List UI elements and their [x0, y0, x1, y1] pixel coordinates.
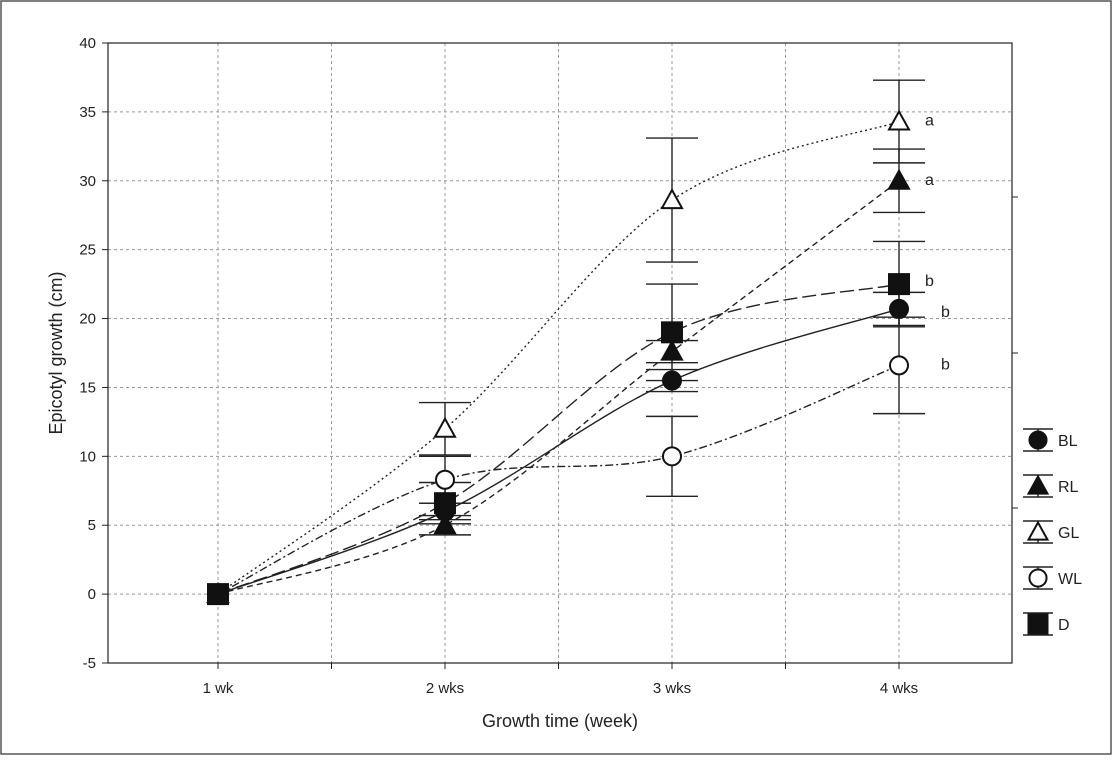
data-point-gl: [660, 188, 684, 210]
data-point-rl: [660, 339, 684, 361]
legend-marker-wl: [1028, 568, 1048, 588]
legend-marker-gl: [1026, 520, 1050, 541]
significance-label: b: [925, 273, 934, 290]
data-point-d: [888, 273, 910, 296]
x-tick-label: 2 wks: [426, 680, 464, 697]
legend-item-rl: RL: [1023, 474, 1079, 498]
y-axis-title: Epicotyl growth (cm): [46, 271, 66, 434]
y-tick-label: 25: [79, 242, 96, 259]
legend-label: D: [1058, 617, 1070, 634]
data-point-d: [661, 321, 683, 344]
y-tick-label: 40: [79, 35, 96, 52]
legend-item-d: D: [1023, 612, 1070, 636]
grid: [108, 43, 1012, 663]
y-tick-label: 10: [79, 448, 96, 465]
y-tick-label: -5: [83, 655, 96, 672]
series-line-d: [217, 283, 900, 595]
axis-ticks: -5 0 5 10 15 20 25 30 35 40 1 wk 2 wks 3 wks 4 wks: [79, 35, 1018, 697]
x-tick-label: 4 wks: [880, 680, 918, 697]
significance-label: b: [941, 304, 950, 321]
data-point-d: [207, 583, 229, 606]
data-point-wl: [435, 469, 455, 490]
series-line-gl: [217, 120, 900, 595]
y-tick-label: 20: [79, 311, 96, 328]
legend-marker-d: [1027, 613, 1049, 635]
legend-label: BL: [1058, 433, 1078, 450]
significance-label: a: [925, 172, 934, 189]
series-line-wl: [217, 364, 900, 595]
series-line-bl: [217, 308, 900, 595]
significance-label: b: [941, 356, 950, 373]
legend-label: WL: [1058, 571, 1082, 588]
data-point-gl: [887, 109, 911, 131]
series-line-rl: [217, 180, 900, 595]
legend-marker-bl: [1028, 430, 1048, 450]
x-tick-label: 1 wk: [203, 680, 234, 697]
data-point-rl: [433, 513, 457, 535]
data-point-bl: [662, 370, 682, 391]
x-axis-title: Growth time (week): [482, 711, 638, 731]
legend-item-wl: WL: [1023, 566, 1082, 590]
legend-item-bl: BL: [1023, 428, 1078, 452]
y-tick-label: 35: [79, 104, 96, 121]
legend-item-gl: GL: [1023, 520, 1079, 544]
legend-marker-rl: [1026, 474, 1050, 495]
data-point-rl: [887, 168, 911, 190]
series: [206, 79, 925, 606]
data-point-wl: [889, 355, 909, 376]
data-point-bl: [889, 298, 909, 319]
x-tick-label: 3 wks: [653, 680, 691, 697]
legend: BL RL GL WL D: [1023, 428, 1082, 636]
y-tick-label: 15: [79, 379, 96, 396]
significance-label: a: [925, 113, 934, 130]
data-point-gl: [433, 416, 457, 438]
data-point-d: [434, 492, 456, 515]
y-tick-label: 5: [88, 517, 96, 534]
data-point-wl: [662, 446, 682, 467]
legend-label: GL: [1058, 525, 1079, 542]
y-tick-label: 30: [79, 173, 96, 190]
y-tick-label: 0: [88, 586, 96, 603]
legend-label: RL: [1058, 479, 1079, 496]
